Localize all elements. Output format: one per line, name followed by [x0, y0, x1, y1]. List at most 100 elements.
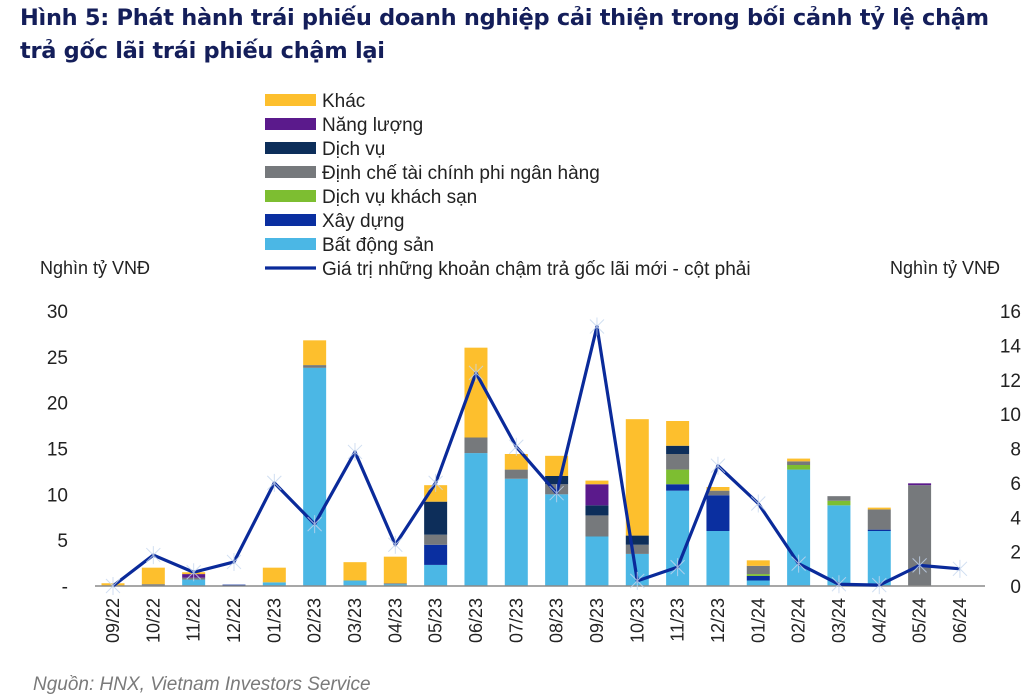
bar-segment	[746, 565, 770, 575]
bar-segment	[706, 495, 730, 531]
y-tick-right: 0	[1010, 577, 1021, 598]
bar-segment	[827, 496, 851, 501]
line-marker	[589, 317, 605, 336]
line-marker	[226, 552, 242, 571]
line-marker	[508, 437, 524, 456]
bar-segment	[827, 500, 851, 506]
y-tick-right: 10	[1000, 405, 1021, 426]
y-tick-left: 5	[57, 531, 68, 552]
x-tick-label: 01/23	[264, 598, 284, 643]
bar-segment	[585, 480, 609, 485]
bar-segment	[666, 490, 690, 586]
bar-segment	[383, 584, 407, 586]
line-marker	[952, 559, 968, 578]
line-marker	[186, 563, 202, 582]
bar-segment	[625, 544, 649, 554]
bar-segment	[666, 445, 690, 454]
bar-segment	[383, 556, 407, 584]
bar-segment	[706, 490, 730, 496]
bar-segment	[867, 507, 891, 510]
bar-segment	[504, 469, 528, 479]
bar-segment	[787, 465, 811, 470]
bar-segment	[827, 505, 851, 586]
bar-segment	[424, 564, 448, 586]
x-tick-label: 11/23	[668, 598, 688, 642]
line-marker	[871, 576, 887, 595]
y-tick-right: 2	[1010, 543, 1021, 564]
bar-segment	[666, 421, 690, 446]
x-tick-label: 12/23	[708, 598, 728, 643]
bar-segment	[706, 487, 730, 491]
line-marker	[670, 558, 685, 577]
line-marker	[105, 577, 121, 595]
line-marker	[549, 484, 564, 503]
bar-segment	[908, 485, 932, 586]
line-marker	[145, 546, 161, 565]
y-tick-right: 6	[1010, 474, 1021, 495]
bar-segment	[262, 582, 286, 586]
x-tick-label: 10/22	[143, 598, 163, 643]
legend-swatch	[265, 118, 316, 130]
bar-segment	[585, 505, 609, 516]
bar-segment	[182, 579, 206, 586]
bar-segment	[706, 531, 730, 586]
bar-segment	[424, 544, 448, 565]
bar-segment	[141, 584, 165, 586]
bar-segment	[424, 534, 448, 545]
y-axis-title-left: Nghìn tỷ VNĐ	[40, 258, 150, 278]
line-marker	[912, 556, 927, 575]
line-marker	[468, 363, 484, 382]
y-tick-left: 20	[47, 394, 68, 415]
x-tick-label: 06/23	[466, 598, 486, 643]
y-tick-right: 12	[1000, 371, 1021, 392]
line-marker	[831, 575, 847, 594]
bar-segment	[666, 469, 690, 485]
bar-segment	[787, 458, 811, 462]
line-marker	[387, 535, 403, 554]
bar-segment	[343, 580, 367, 586]
bar-segment	[585, 515, 609, 537]
x-tick-label: 03/24	[829, 598, 849, 643]
x-tick-label: 03/23	[345, 598, 365, 643]
x-tick-label: 12/22	[224, 598, 244, 643]
bar-segment	[625, 419, 649, 536]
bar-segment	[383, 583, 407, 585]
x-tick-label: 01/24	[748, 598, 768, 643]
line-marker	[629, 571, 645, 590]
x-tick-label: 04/24	[869, 598, 889, 643]
chart-title: Hình 5: Phát hành trái phiếu doanh nghiệ…	[20, 5, 989, 64]
bar-segment	[343, 562, 367, 581]
bar-segment	[867, 509, 891, 530]
bar-segment	[585, 484, 609, 506]
source-note: Nguồn: HNX, Vietnam Investors Service	[33, 674, 371, 695]
legend-label: Dịch vụ khách sạn	[322, 187, 477, 208]
y-tick-left: -	[62, 577, 68, 598]
bar-segment	[424, 501, 448, 535]
x-tick-label: 11/22	[184, 598, 204, 642]
line-marker	[266, 473, 282, 492]
bar-segment	[746, 560, 770, 566]
line-series	[112, 324, 961, 588]
legend-label: Giá trị những khoản chậm trả gốc lãi mới…	[322, 259, 751, 280]
x-tick-label: 04/23	[385, 598, 405, 643]
bar-segment	[867, 531, 891, 586]
x-tick-label: 06/24	[950, 598, 970, 643]
y-tick-left: 30	[47, 302, 68, 323]
bar-segment	[464, 437, 488, 454]
legend-label: Khác	[322, 91, 365, 112]
line-marker	[347, 442, 363, 461]
y-tick-right: 14	[1000, 336, 1022, 357]
x-tick-label: 05/24	[910, 598, 930, 643]
bar-segment	[746, 575, 770, 581]
line-marker	[307, 515, 323, 534]
line-marker	[791, 554, 806, 573]
bar-segment	[303, 340, 327, 366]
bar-segment	[303, 367, 327, 586]
bar-segment	[464, 347, 488, 438]
legend-label: Xây dựng	[322, 211, 404, 232]
bar-segment	[464, 453, 488, 586]
y-tick-left: 10	[47, 485, 68, 506]
bar-segment	[545, 476, 569, 485]
bar-segment	[504, 478, 528, 586]
